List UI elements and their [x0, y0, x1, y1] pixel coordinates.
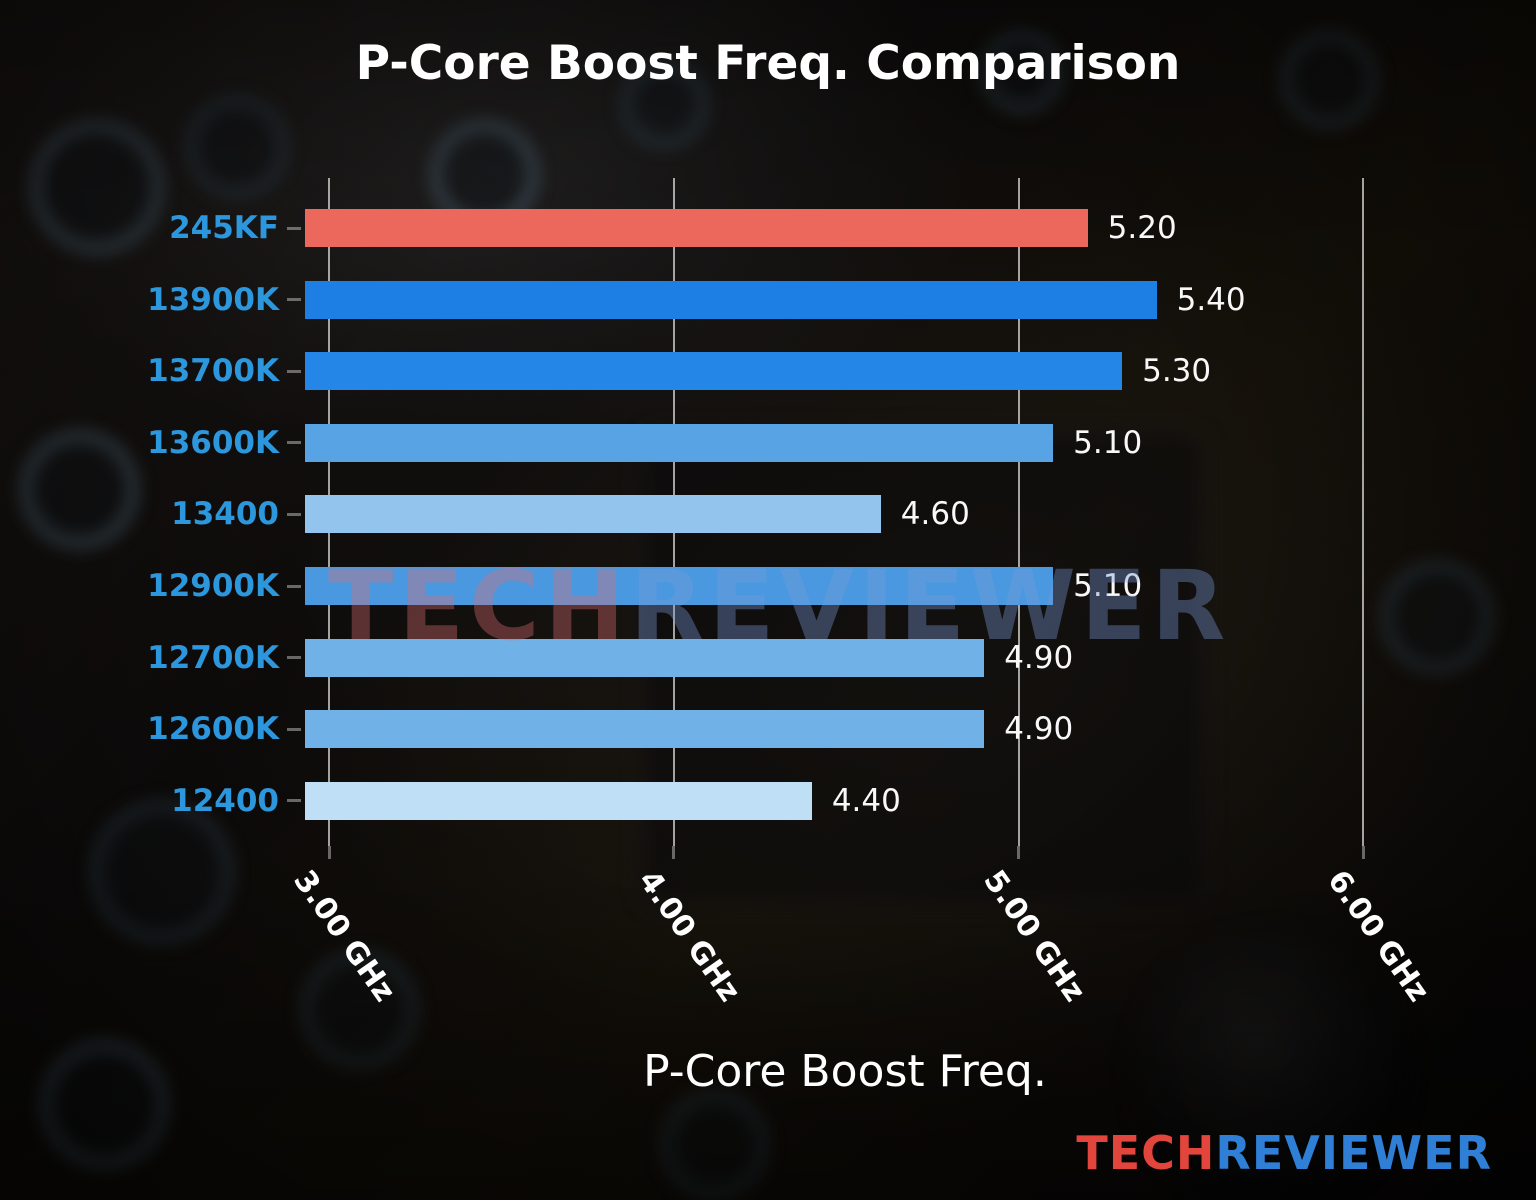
y-tick-mark: [287, 512, 301, 516]
value-label: 5.40: [1176, 281, 1246, 318]
category-label: 12900K: [147, 568, 279, 604]
category-label: 13600K: [147, 424, 279, 461]
bar-row-13700K: 13700K 5.30: [147, 352, 1460, 391]
gridline: [1017, 178, 1020, 846]
bar-13900K: [305, 280, 1157, 319]
bar-13700K: [305, 352, 1123, 391]
bar-12400: [305, 781, 812, 820]
y-tick-mark: [287, 656, 301, 660]
y-tick-mark: [287, 799, 301, 803]
y-tick-mark: [287, 369, 301, 373]
x-tick-mark: [672, 846, 676, 859]
x-tick-mark: [327, 846, 331, 859]
value-label: 5.10: [1073, 568, 1143, 604]
bar-13400: [305, 495, 881, 534]
value-label: 4.40: [831, 782, 901, 819]
category-label: 12400: [171, 782, 279, 819]
y-tick-mark: [287, 298, 301, 302]
category-label: 12600K: [147, 711, 279, 748]
y-tick-mark: [287, 226, 301, 230]
y-tick-mark: [287, 441, 301, 445]
bar-row-12400: 12400 4.40: [171, 781, 1460, 820]
x-tick-mark: [1017, 846, 1021, 859]
brand-logo: TECHREVIEWER: [1076, 1126, 1492, 1180]
value-label: 4.90: [1004, 639, 1074, 676]
bar-row-13600K: 13600K 5.10: [147, 423, 1460, 462]
x-tick-mark: [1361, 846, 1365, 859]
category-label: 13900K: [147, 281, 279, 318]
bar-row-12700K: 12700K 4.90: [147, 638, 1460, 677]
bar-row-245KF: 245KF 5.20: [169, 209, 1460, 247]
blurred-component: [1130, 930, 1410, 1200]
value-label: 4.60: [900, 496, 970, 533]
plot-area: 245KF 5.20 13900K 5.40 13700K 5.30 13600K 5.10 1…: [147, 178, 1460, 1008]
chart-title: P-Core Boost Freq. Comparison: [355, 36, 1181, 91]
bar-12700K: [305, 638, 985, 677]
bar-13600K: [305, 423, 1054, 462]
bar-12600K: [305, 710, 985, 749]
bar-row-12600K: 12600K 4.90: [147, 710, 1460, 749]
category-label: 12700K: [147, 639, 279, 676]
value-label: 5.20: [1107, 210, 1177, 246]
bar-row-13900K: 13900K 5.40: [147, 280, 1460, 319]
bar-245KF: [305, 209, 1088, 247]
y-tick-mark: [287, 584, 301, 588]
gridline: [1362, 178, 1365, 846]
value-label: 5.10: [1073, 424, 1143, 461]
x-axis-label: P-Core Boost Freq.: [643, 1046, 1047, 1097]
y-tick-mark: [287, 727, 301, 731]
value-label: 5.30: [1142, 353, 1212, 390]
logo-reviewer: REVIEWER: [1215, 1126, 1492, 1180]
bar-row-13400: 13400 4.60: [171, 495, 1460, 534]
category-label: 13700K: [147, 353, 279, 390]
bar-row-12900K: 12900K 5.10: [147, 567, 1460, 605]
category-label: 13400: [171, 496, 279, 533]
bar-12900K: [305, 567, 1054, 605]
category-label: 245KF: [169, 210, 279, 246]
logo-tech: TECH: [1076, 1126, 1216, 1180]
value-label: 4.90: [1004, 711, 1074, 748]
